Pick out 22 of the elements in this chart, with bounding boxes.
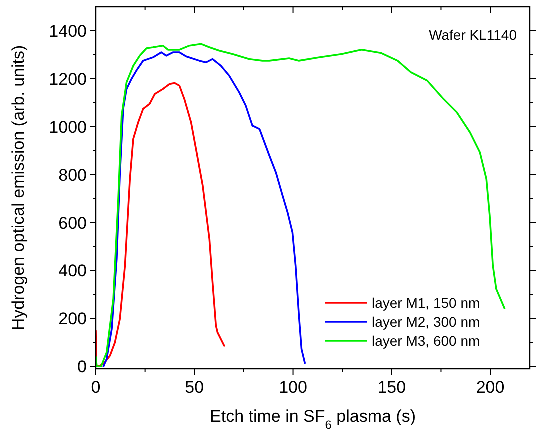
legend-label: layer M2, 300 nm — [372, 314, 480, 330]
x-axis-title: Etch time in SF$_{6}$ plasma (s) — [210, 407, 416, 432]
x-tick-label: 0 — [91, 378, 101, 397]
y-tick-label: 600 — [58, 214, 87, 233]
line-series — [96, 43, 506, 368]
line-series — [96, 82, 226, 368]
annotation: Wafer KL1140 — [429, 27, 518, 43]
y-tick-label: 1200 — [49, 70, 87, 89]
y-tick-label: 800 — [58, 166, 87, 185]
y-tick-label: 200 — [58, 310, 87, 329]
legend-label: layer M3, 600 nm — [372, 333, 480, 349]
x-tick-label: 200 — [476, 378, 505, 397]
y-tick-label: 0 — [78, 358, 87, 377]
y-tick-label: 1400 — [49, 22, 87, 41]
x-tick-label: 100 — [279, 378, 308, 397]
legend-label: layer M1, 150 nm — [372, 295, 480, 311]
y-axis-title: Hydrogen optical emission (arb. units) — [9, 45, 28, 331]
line-series — [102, 52, 306, 368]
y-tick-label: 1000 — [49, 118, 87, 137]
y-tick-label: 400 — [58, 262, 87, 281]
x-tick-label: 150 — [378, 378, 406, 397]
x-tick-label: 50 — [185, 378, 204, 397]
